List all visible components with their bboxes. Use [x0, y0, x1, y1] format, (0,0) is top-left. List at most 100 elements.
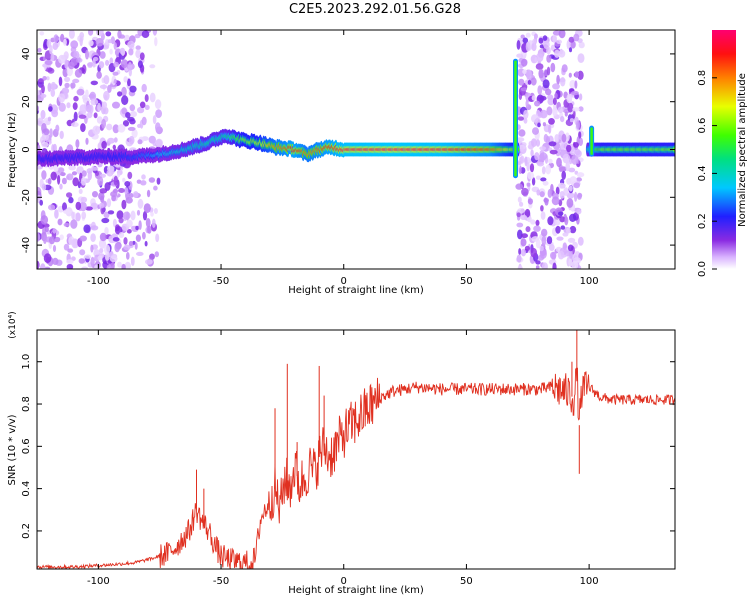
- noise-blob: [569, 79, 577, 89]
- spectrogram-marks: [37, 30, 675, 269]
- noise-blob: [529, 163, 535, 173]
- noise-blob: [141, 83, 147, 93]
- snr-ticks: -100 -50 0 50 100 0.2 0.4 0.6 0.8 1.0: [21, 330, 675, 587]
- noise-blob: [569, 176, 577, 185]
- noise-blob: [556, 74, 560, 85]
- noise-blob: [534, 100, 541, 107]
- noise-blob: [109, 48, 113, 55]
- noise-blob: [123, 187, 129, 195]
- noise-blob: [85, 206, 93, 211]
- snr-panel: -100 -50 0 50 100 0.2 0.4 0.6 0.8 1.0 Height of s…: [7, 311, 676, 596]
- noise-blob: [576, 208, 582, 215]
- noise-blob: [524, 245, 531, 252]
- noise-blob: [99, 232, 107, 242]
- noise-blob: [130, 256, 135, 266]
- noise-blob: [155, 233, 160, 243]
- x-tick-label: 100: [580, 276, 599, 287]
- noise-blob: [44, 60, 53, 66]
- noise-blob: [127, 126, 136, 131]
- noise-blob: [66, 259, 74, 265]
- colorbar-ticks: 0.0 0.2 0.4 0.6 0.8: [697, 70, 717, 277]
- noise-blob: [117, 91, 123, 97]
- noise-blob: [521, 187, 529, 196]
- noise-blob: [571, 260, 579, 269]
- noise-blob: [112, 144, 117, 150]
- noise-blob: [81, 266, 89, 269]
- noise-blob: [555, 148, 561, 157]
- noise-blob: [121, 263, 126, 269]
- noise-blob: [121, 107, 128, 115]
- y-tick-label: 40: [21, 48, 32, 61]
- noise-blob: [78, 258, 86, 264]
- noise-blob: [538, 68, 544, 79]
- noise-blob: [134, 242, 138, 250]
- noise-blob: [103, 75, 110, 85]
- noise-blob: [542, 79, 550, 89]
- noise-blob: [37, 165, 43, 170]
- noise-blob: [81, 211, 87, 220]
- noise-blob: [546, 106, 553, 116]
- noise-blob: [569, 118, 575, 123]
- noise-blob: [137, 106, 145, 114]
- colorbar: 0.0 0.2 0.4 0.6 0.8 Normalized spectral ampl…: [697, 30, 748, 277]
- noise-blob: [552, 97, 557, 105]
- chart-title: C2E5.2023.292.01.56.G28: [288, 2, 462, 17]
- noise-blob: [112, 71, 119, 76]
- signal-spike-core-0: [514, 60, 517, 177]
- noise-blob: [531, 236, 540, 242]
- noise-blob: [574, 148, 581, 156]
- noise-blob: [525, 226, 531, 233]
- noise-blob: [570, 90, 579, 96]
- noise-blob: [114, 242, 120, 253]
- colorbar-tick-label: 0.4: [697, 165, 708, 181]
- noise-blob: [90, 80, 99, 86]
- noise-blob: [570, 41, 576, 49]
- noise-blob: [140, 180, 147, 186]
- noise-blob: [101, 217, 110, 224]
- noise-blob: [64, 76, 71, 82]
- x-tick-label: 0: [341, 276, 347, 287]
- noise-blob: [540, 205, 544, 212]
- noise-blob: [567, 237, 576, 243]
- noise-blob: [516, 222, 524, 228]
- noise-blob: [515, 183, 523, 190]
- x-tick-label: 0: [341, 576, 347, 587]
- noise-blob: [517, 161, 522, 166]
- noise-blob: [545, 164, 551, 175]
- noise-blob: [523, 109, 529, 119]
- noise-blob: [563, 187, 569, 196]
- noise-blob: [118, 232, 125, 238]
- noise-blob: [126, 78, 131, 87]
- noise-blob: [70, 219, 78, 229]
- noise-blob: [571, 154, 579, 165]
- noise-blob: [107, 210, 115, 215]
- noise-blob: [74, 68, 83, 78]
- noise-blob: [106, 123, 113, 131]
- noise-blob: [517, 229, 523, 240]
- noise-blob: [87, 170, 93, 181]
- noise-blob: [535, 139, 541, 147]
- noise-blob: [557, 250, 565, 260]
- noise-blob: [47, 177, 52, 185]
- noise-blob: [521, 233, 528, 239]
- noise-blob: [541, 235, 547, 246]
- noise-blob: [47, 82, 52, 93]
- noise-blob: [534, 56, 538, 63]
- noise-blob: [155, 109, 163, 118]
- spectrogram-y-axis-label: Frequency (Hz): [7, 112, 18, 188]
- noise-blob: [516, 53, 524, 58]
- noise-blob: [557, 106, 564, 114]
- noise-blob: [567, 102, 574, 113]
- noise-blob: [530, 77, 537, 86]
- noise-blob: [547, 158, 553, 164]
- noise-blob: [58, 54, 66, 64]
- noise-blob: [578, 131, 582, 139]
- noise-blob: [99, 202, 105, 209]
- noise-blob: [518, 129, 526, 137]
- noise-blob: [106, 198, 112, 208]
- noise-blob: [564, 111, 568, 117]
- noise-blob: [517, 265, 523, 269]
- noise-blob: [68, 196, 74, 204]
- noise-blob: [554, 92, 558, 99]
